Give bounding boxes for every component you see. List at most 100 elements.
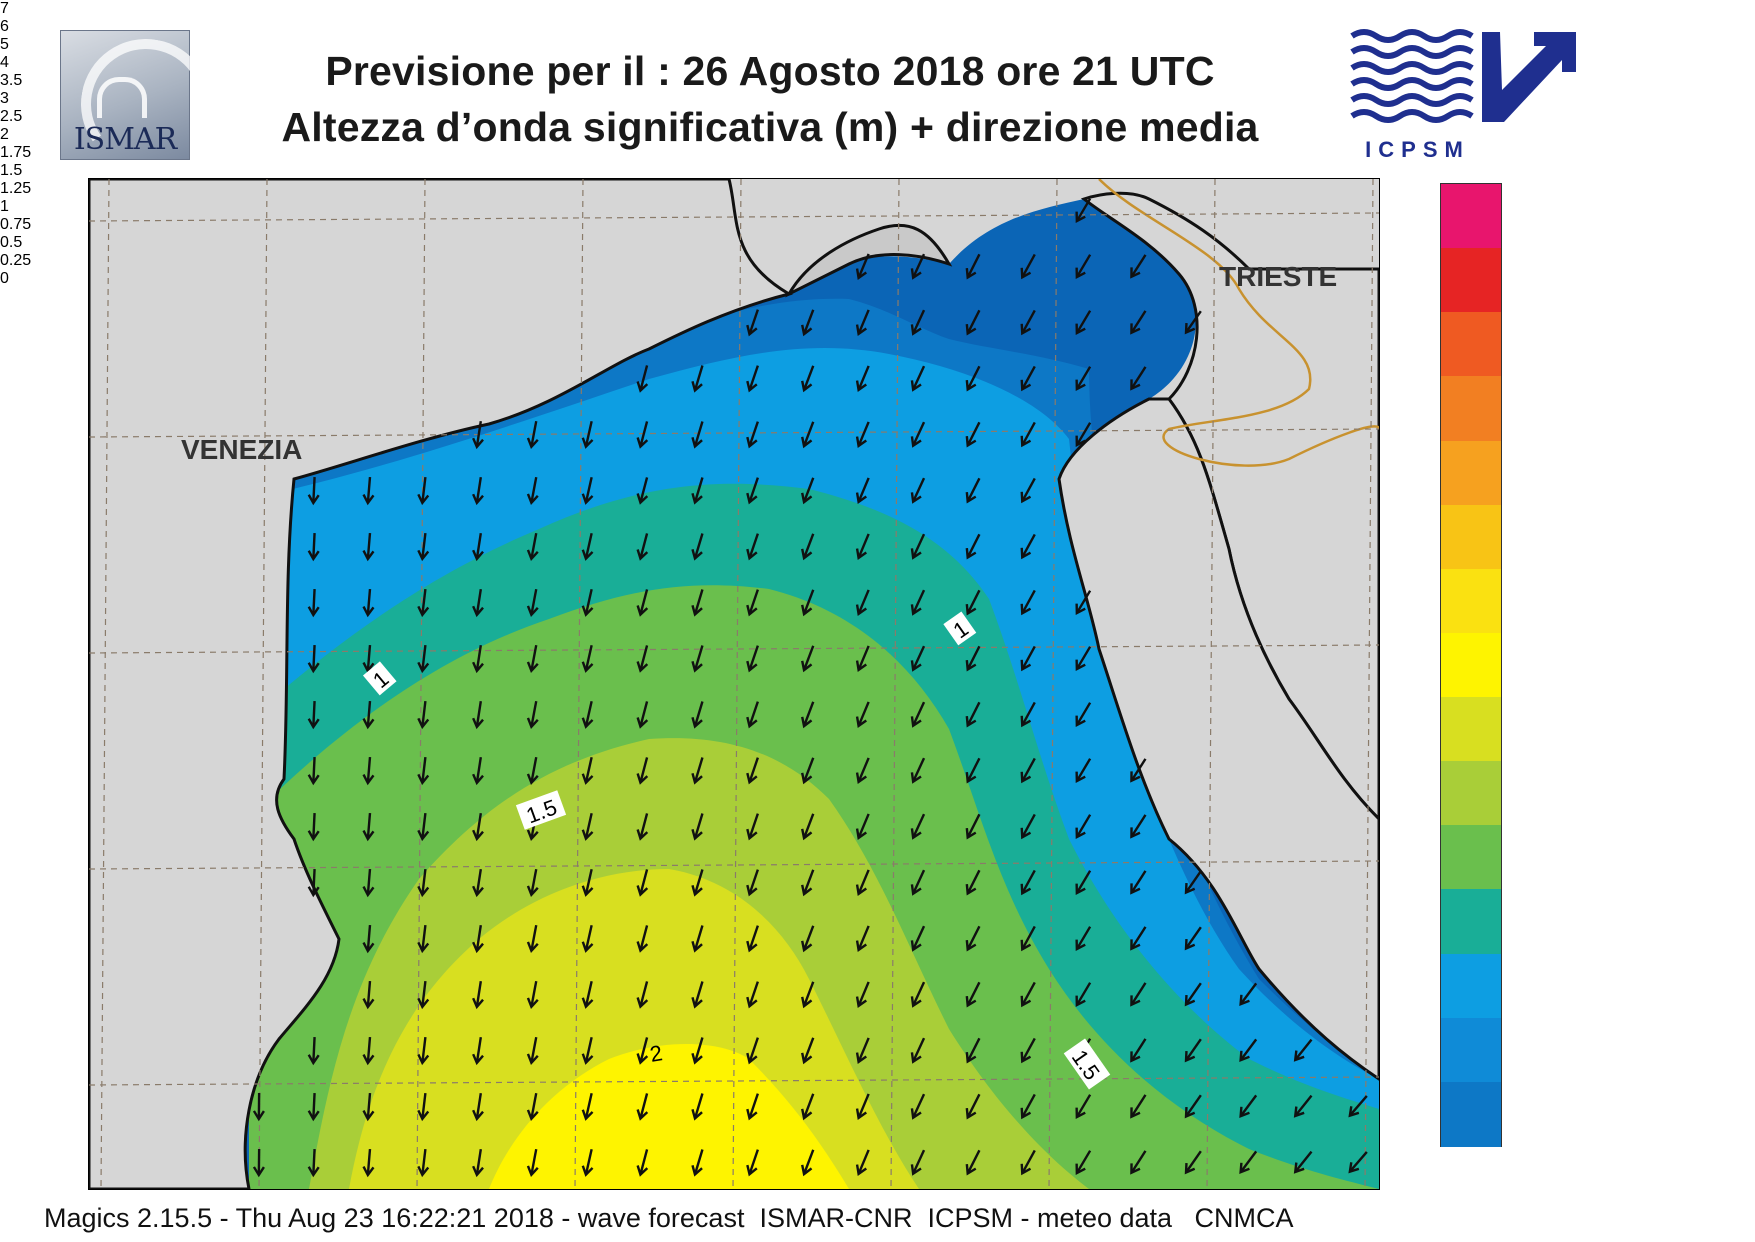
wave-direction-arrow-icon: [362, 644, 375, 674]
wave-direction-arrow-icon: [965, 645, 981, 672]
wave-direction-arrow-icon: [636, 1093, 649, 1121]
wave-direction-arrow-icon: [472, 980, 484, 1010]
wave-direction-arrow-icon: [417, 812, 430, 842]
wave-direction-arrow-icon: [1075, 982, 1092, 1007]
wave-direction-arrow-icon: [801, 925, 815, 953]
wave-direction-arrow-icon: [362, 588, 375, 618]
wave-direction-arrow-icon: [1020, 1149, 1036, 1176]
wave-direction-arrow-icon: [801, 533, 815, 561]
wave-direction-arrow-icon: [1130, 870, 1147, 895]
wave-direction-arrow-icon: [910, 1149, 926, 1176]
legend-tick-label: 4: [0, 54, 9, 71]
wave-direction-arrow-icon: [746, 757, 759, 785]
wave-direction-arrow-icon: [801, 589, 815, 617]
wave-direction-arrow-icon: [965, 757, 981, 784]
wave-direction-arrow-icon: [1184, 926, 1202, 951]
wave-direction-arrow-icon: [855, 477, 870, 505]
wave-direction-arrow-icon: [1020, 309, 1036, 336]
wave-direction-arrow-icon: [526, 980, 539, 1009]
wave-direction-arrow-icon: [1020, 1037, 1036, 1064]
wave-direction-arrow-icon: [636, 477, 649, 505]
wave-direction-arrow-icon: [746, 589, 759, 617]
wave-direction-arrow-icon: [855, 925, 870, 953]
wave-direction-arrow-icon: [307, 812, 320, 842]
legend-tick-label: 2.5: [0, 108, 23, 125]
wave-direction-arrow-icon: [965, 1093, 981, 1120]
wave-direction-arrow-icon: [1020, 701, 1036, 728]
wave-direction-arrow-icon: [1020, 1093, 1036, 1120]
wave-direction-arrow-icon: [1075, 590, 1092, 615]
wave-direction-arrow-icon: [855, 421, 870, 449]
wave-direction-arrow-icon: [362, 812, 375, 842]
wave-direction-arrow-icon: [307, 1148, 320, 1178]
wave-direction-arrow-icon: [855, 1093, 870, 1121]
wave-direction-arrow-icon: [1075, 310, 1092, 335]
wave-direction-arrow-icon: [362, 700, 375, 730]
forecast-map: VENEZIA TRIESTE 1 1 1.5 1.5 2: [88, 178, 1380, 1190]
wave-direction-arrow-icon: [472, 700, 484, 730]
legend-band: [1441, 376, 1501, 442]
meridian-line: [1364, 179, 1374, 1189]
contour-label-2: 2: [648, 1040, 664, 1067]
lat-lon-grid: [89, 179, 1379, 1189]
wave-direction-arrow-icon: [965, 813, 981, 840]
wave-direction-arrow-icon: [746, 477, 759, 505]
wave-direction-arrow-icon: [581, 981, 594, 1009]
meridian-line: [100, 179, 110, 1189]
wave-direction-arrow-icon: [910, 869, 926, 896]
wave-direction-arrow-icon: [581, 757, 594, 785]
wave-direction-arrow-icon: [746, 1149, 759, 1177]
wave-direction-arrow-icon: [910, 757, 926, 784]
icpsm-logo: ICPSM: [1350, 28, 1580, 163]
wave-direction-arrow-icon: [417, 924, 430, 954]
meridian-line: [416, 179, 426, 1189]
wave-direction-arrow-icon: [855, 757, 870, 785]
wave-direction-arrow-icon: [636, 757, 649, 785]
meridian-line: [732, 179, 742, 1189]
legend-band: [1441, 632, 1501, 699]
wave-direction-arrow-icon: [855, 869, 870, 897]
wave-direction-arrow-icon: [910, 813, 926, 840]
wave-direction-arrow-icon: [526, 588, 539, 617]
wave-direction-arrow-icon: [526, 756, 539, 785]
legend-band: [1441, 1017, 1501, 1083]
legend-tick-label: 1.25: [0, 180, 32, 197]
wave-direction-arrow-icon: [581, 813, 594, 841]
legend-band: [1441, 312, 1501, 378]
wave-direction-arrow-icon: [691, 533, 704, 561]
wave-direction-arrow-icon: [965, 869, 981, 896]
wave-direction-arrow-icon: [1130, 926, 1147, 951]
wave-direction-arrow-icon: [1293, 1150, 1313, 1174]
wave-direction-arrow-icon: [581, 645, 594, 673]
wave-direction-arrow-icon: [362, 756, 375, 786]
wave-direction-arrow-icon: [691, 421, 704, 449]
wave-direction-arrow-icon: [252, 1148, 265, 1178]
wave-direction-arrow-icon: [472, 532, 484, 562]
wave-direction-arrow-icon: [636, 869, 649, 897]
wave-direction-arrow-icon: [307, 1036, 320, 1066]
wave-direction-arrow-icon: [417, 980, 430, 1010]
wave-direction-arrow-icon: [1348, 1151, 1368, 1174]
wave-direction-arrow-icon: [691, 589, 704, 617]
wave-direction-arrow-icon: [1130, 1094, 1147, 1119]
wave-direction-arrow-icon: [746, 701, 759, 729]
wave-direction-arrow-icon: [691, 813, 704, 841]
wave-direction-arrow-icon: [1020, 757, 1036, 784]
wave-direction-arrow-icon: [526, 868, 539, 897]
wave-direction-arrow-icon: [581, 477, 594, 505]
wave-direction-arrow-icon: [362, 1036, 375, 1066]
wave-direction-arrow-icon: [746, 533, 759, 561]
title-line-2: Altezza d’onda significativa (m) + direz…: [281, 104, 1259, 150]
wave-direction-arrow-icon: [1020, 365, 1036, 392]
wave-direction-arrow-icon: [965, 1037, 981, 1064]
wave-direction-arrow-icon: [1075, 646, 1092, 671]
wave-direction-arrow-icon: [1239, 1038, 1258, 1063]
lagoon-grado-land: [785, 223, 953, 298]
wave-direction-arrow-icon: [636, 701, 649, 729]
wave-direction-arrow-icon: [910, 421, 926, 448]
wave-direction-arrow-icon: [1130, 982, 1147, 1007]
wave-direction-arrow-icon: [472, 1092, 484, 1122]
wave-direction-arrow-icon: [1075, 422, 1092, 447]
wave-direction-arrow-icon: [1020, 589, 1036, 616]
wave-direction-arrow-icon: [472, 1148, 484, 1178]
